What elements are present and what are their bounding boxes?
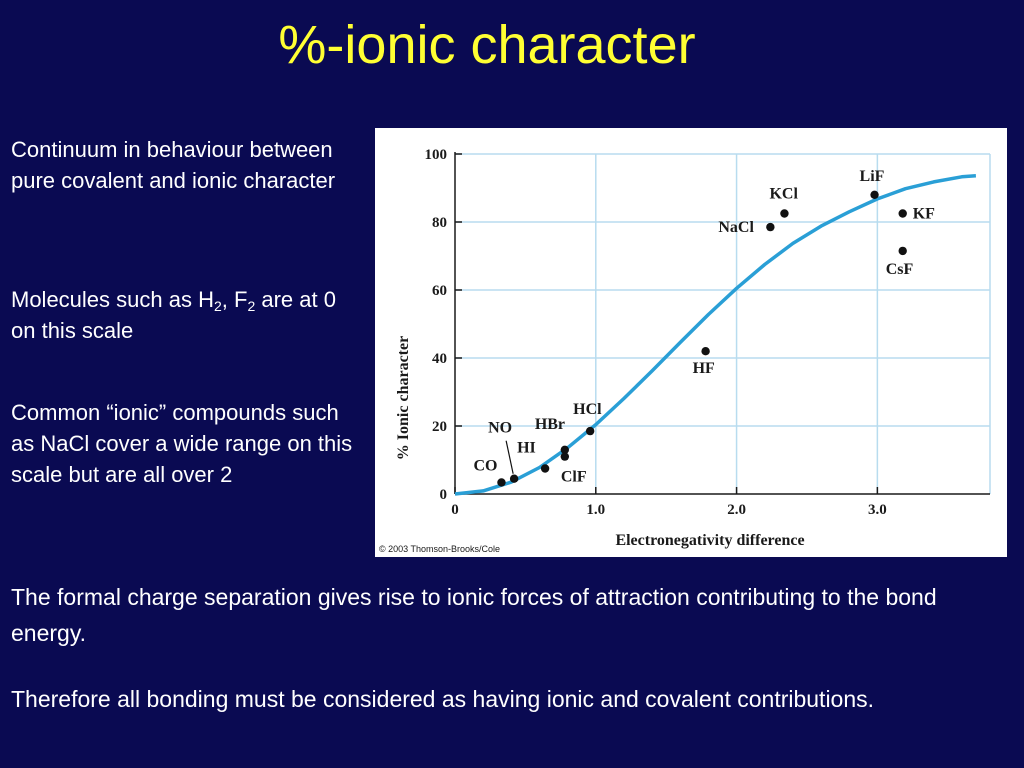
slide-title: %-ionic character	[278, 15, 696, 75]
grid-layer	[455, 153, 991, 494]
points-layer: CO NO HI ClF HBr HCl HF NaCl KCl LiF KF CsF	[473, 168, 935, 487]
chart-panel: 0 20 40 60 80 100 0 1.0 2.0 3.0 CO NO HI ClF HBr HCl HF…	[375, 128, 1007, 557]
data-point-label: HBr	[535, 416, 565, 433]
data-point	[701, 347, 710, 356]
ionic-character-chart: 0 20 40 60 80 100 0 1.0 2.0 3.0 CO NO HI ClF HBr HCl HF…	[379, 147, 991, 554]
data-point-label: NaCl	[718, 219, 754, 236]
data-point	[560, 445, 570, 454]
paragraph-molecules-text-2: , F	[221, 287, 248, 312]
y-axis-label: % Ionic character	[395, 336, 412, 460]
paragraph-common-ionic: Common “ionic” compounds such as NaCl co…	[11, 400, 353, 487]
y-tick-label: 100	[425, 147, 448, 163]
y-tick-label: 40	[432, 351, 447, 367]
data-point-label: NO	[488, 420, 512, 437]
data-point-label: LiF	[860, 168, 885, 185]
x-tick-label: 3.0	[868, 502, 887, 518]
data-point-label: KCl	[769, 186, 798, 203]
paragraph-conclusion: Therefore all bonding must be considered…	[11, 686, 875, 712]
data-point	[585, 426, 595, 436]
y-tick-label: 60	[432, 283, 447, 299]
axes-layer: 0 20 40 60 80 100 0 1.0 2.0 3.0	[425, 147, 990, 518]
data-point-label: ClF	[561, 469, 587, 486]
data-point-label: HF	[693, 360, 715, 377]
x-tick-label: 0	[451, 502, 459, 518]
data-point	[540, 464, 550, 473]
paragraph-continuum: Continuum in behaviour between pure cova…	[11, 137, 336, 193]
data-point-label: HCl	[573, 401, 602, 418]
data-point	[870, 190, 879, 199]
paragraph-molecules-text-3: are at 0 on this scale	[11, 287, 336, 343]
x-axis-label: Electronegativity difference	[615, 532, 804, 549]
paragraph-charge-separation: The formal charge separation gives rise …	[11, 584, 937, 646]
paragraph-molecules-text-1: Molecules such as H	[11, 287, 214, 312]
subscript-f2: 2	[247, 298, 256, 314]
data-point-label: HI	[517, 440, 536, 457]
data-point	[898, 209, 907, 218]
y-tick-label: 80	[432, 215, 447, 231]
x-tick-label: 2.0	[727, 502, 746, 518]
x-tick-label: 1.0	[586, 502, 605, 518]
leader-line	[505, 440, 514, 474]
y-tick-label: 0	[440, 487, 448, 503]
data-point-label: CO	[473, 457, 497, 474]
data-point	[509, 474, 519, 483]
data-point	[898, 246, 907, 256]
data-point	[766, 222, 775, 232]
data-point	[560, 452, 570, 461]
data-point	[780, 209, 789, 218]
data-point-label: KF	[913, 206, 935, 223]
paragraph-molecules: Molecules such as H2, F2 are at 0 on thi…	[11, 284, 361, 346]
y-tick-label: 20	[432, 419, 447, 435]
data-point	[497, 478, 506, 487]
copyright-text: © 2003 Thomson-Brooks/Cole	[379, 544, 500, 554]
data-point-label: CsF	[886, 261, 914, 278]
subscript-h2: 2	[213, 298, 222, 314]
ionic-character-curve	[454, 174, 977, 496]
